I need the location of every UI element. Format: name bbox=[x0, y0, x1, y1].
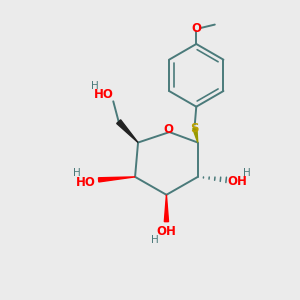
Text: HO: HO bbox=[94, 88, 114, 101]
Polygon shape bbox=[117, 120, 138, 142]
Text: O: O bbox=[163, 123, 173, 136]
Text: HO: HO bbox=[76, 176, 96, 189]
Text: H: H bbox=[73, 168, 81, 178]
Polygon shape bbox=[193, 128, 198, 142]
Text: OH: OH bbox=[228, 175, 247, 188]
Polygon shape bbox=[98, 177, 135, 182]
Text: H: H bbox=[91, 81, 99, 92]
Text: H: H bbox=[151, 235, 159, 244]
Text: OH: OH bbox=[157, 225, 176, 238]
Text: O: O bbox=[191, 22, 201, 35]
Text: S: S bbox=[190, 122, 199, 135]
Text: H: H bbox=[243, 168, 250, 178]
Polygon shape bbox=[164, 195, 169, 222]
